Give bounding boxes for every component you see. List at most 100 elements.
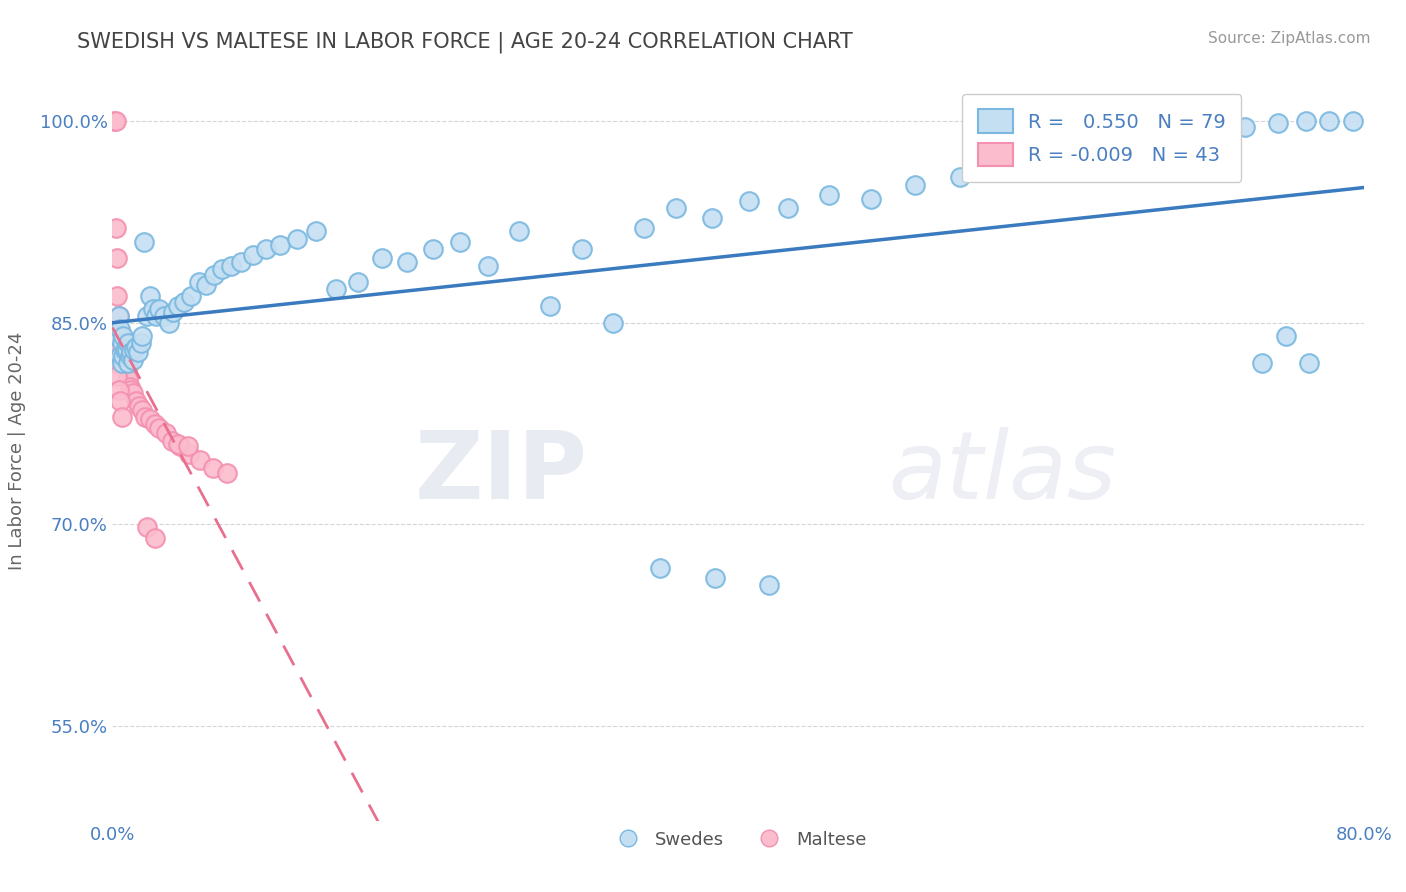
Point: [148, 302, 170, 317]
Point: [112, 343, 135, 357]
Point: [167, 436, 190, 450]
Point: [107, 309, 129, 323]
Point: [180, 288, 202, 302]
Point: [104, 113, 127, 128]
Point: [160, 434, 183, 448]
Point: [111, 349, 134, 363]
Point: [1274, 329, 1296, 343]
Point: [602, 316, 624, 330]
Point: [422, 242, 444, 256]
Point: [305, 224, 328, 238]
Point: [202, 268, 225, 283]
Point: [1199, 129, 1222, 144]
Point: [540, 300, 562, 314]
Point: [1094, 152, 1116, 166]
Point: [758, 578, 780, 592]
Point: [105, 251, 128, 265]
Point: [370, 251, 392, 265]
Point: [1319, 113, 1341, 128]
Point: [118, 380, 141, 394]
Point: [104, 221, 127, 235]
Point: [176, 439, 198, 453]
Point: [860, 192, 883, 206]
Point: [105, 369, 128, 384]
Point: [105, 356, 128, 370]
Y-axis label: In Labor Force | Age 20-24: In Labor Force | Age 20-24: [7, 331, 25, 570]
Point: [131, 329, 153, 343]
Point: [128, 399, 150, 413]
Point: [173, 295, 195, 310]
Point: [648, 560, 671, 574]
Point: [110, 329, 132, 343]
Point: [111, 409, 134, 424]
Point: [1295, 113, 1317, 128]
Point: [229, 255, 252, 269]
Point: [110, 393, 132, 408]
Point: [111, 340, 134, 354]
Point: [477, 259, 499, 273]
Point: [135, 309, 157, 323]
Point: [1233, 120, 1256, 135]
Point: [153, 309, 176, 323]
Point: [143, 531, 166, 545]
Point: [107, 309, 129, 323]
Point: [195, 277, 218, 292]
Point: [117, 372, 139, 386]
Point: [129, 335, 152, 350]
Point: [1267, 116, 1289, 130]
Point: [145, 309, 167, 323]
Point: [179, 448, 201, 462]
Point: [111, 356, 134, 370]
Point: [112, 353, 135, 368]
Point: [118, 349, 141, 363]
Point: [254, 242, 277, 256]
Point: [121, 385, 143, 400]
Point: [449, 235, 471, 249]
Point: [167, 300, 190, 314]
Point: [148, 420, 170, 434]
Point: [143, 417, 166, 431]
Point: [132, 235, 155, 249]
Point: [169, 439, 191, 453]
Point: [110, 349, 132, 363]
Point: [117, 335, 139, 350]
Point: [162, 305, 184, 319]
Point: [995, 165, 1018, 179]
Point: [112, 349, 135, 363]
Point: [1146, 143, 1168, 157]
Point: [188, 453, 211, 467]
Point: [114, 343, 136, 357]
Point: [242, 248, 264, 262]
Point: [110, 322, 132, 336]
Point: [142, 302, 165, 317]
Point: [139, 412, 162, 426]
Point: [104, 343, 127, 357]
Point: [1341, 113, 1364, 128]
Point: [115, 362, 138, 376]
Point: [215, 467, 238, 481]
Point: [107, 329, 129, 343]
Point: [107, 383, 129, 397]
Text: SWEDISH VS MALTESE IN LABOR FORCE | AGE 20-24 CORRELATION CHART: SWEDISH VS MALTESE IN LABOR FORCE | AGE …: [77, 31, 853, 53]
Text: ZIP: ZIP: [415, 426, 588, 518]
Point: [633, 221, 655, 235]
Point: [120, 345, 142, 359]
Point: [949, 170, 972, 185]
Point: [155, 425, 177, 440]
Point: [120, 383, 142, 397]
Point: [139, 288, 162, 302]
Point: [117, 356, 139, 370]
Point: [105, 288, 128, 302]
Point: [131, 403, 153, 417]
Point: [664, 201, 686, 215]
Point: [508, 224, 530, 238]
Point: [269, 237, 291, 252]
Point: [111, 335, 134, 350]
Point: [121, 353, 143, 368]
Point: [115, 343, 138, 357]
Point: [738, 194, 761, 209]
Text: Source: ZipAtlas.com: Source: ZipAtlas.com: [1208, 31, 1371, 46]
Point: [125, 393, 148, 408]
Point: [347, 275, 370, 289]
Point: [904, 178, 927, 193]
